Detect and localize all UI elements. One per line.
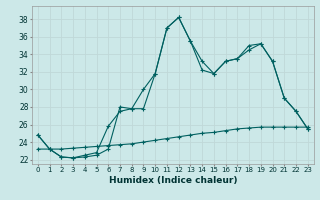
X-axis label: Humidex (Indice chaleur): Humidex (Indice chaleur) [108,176,237,185]
